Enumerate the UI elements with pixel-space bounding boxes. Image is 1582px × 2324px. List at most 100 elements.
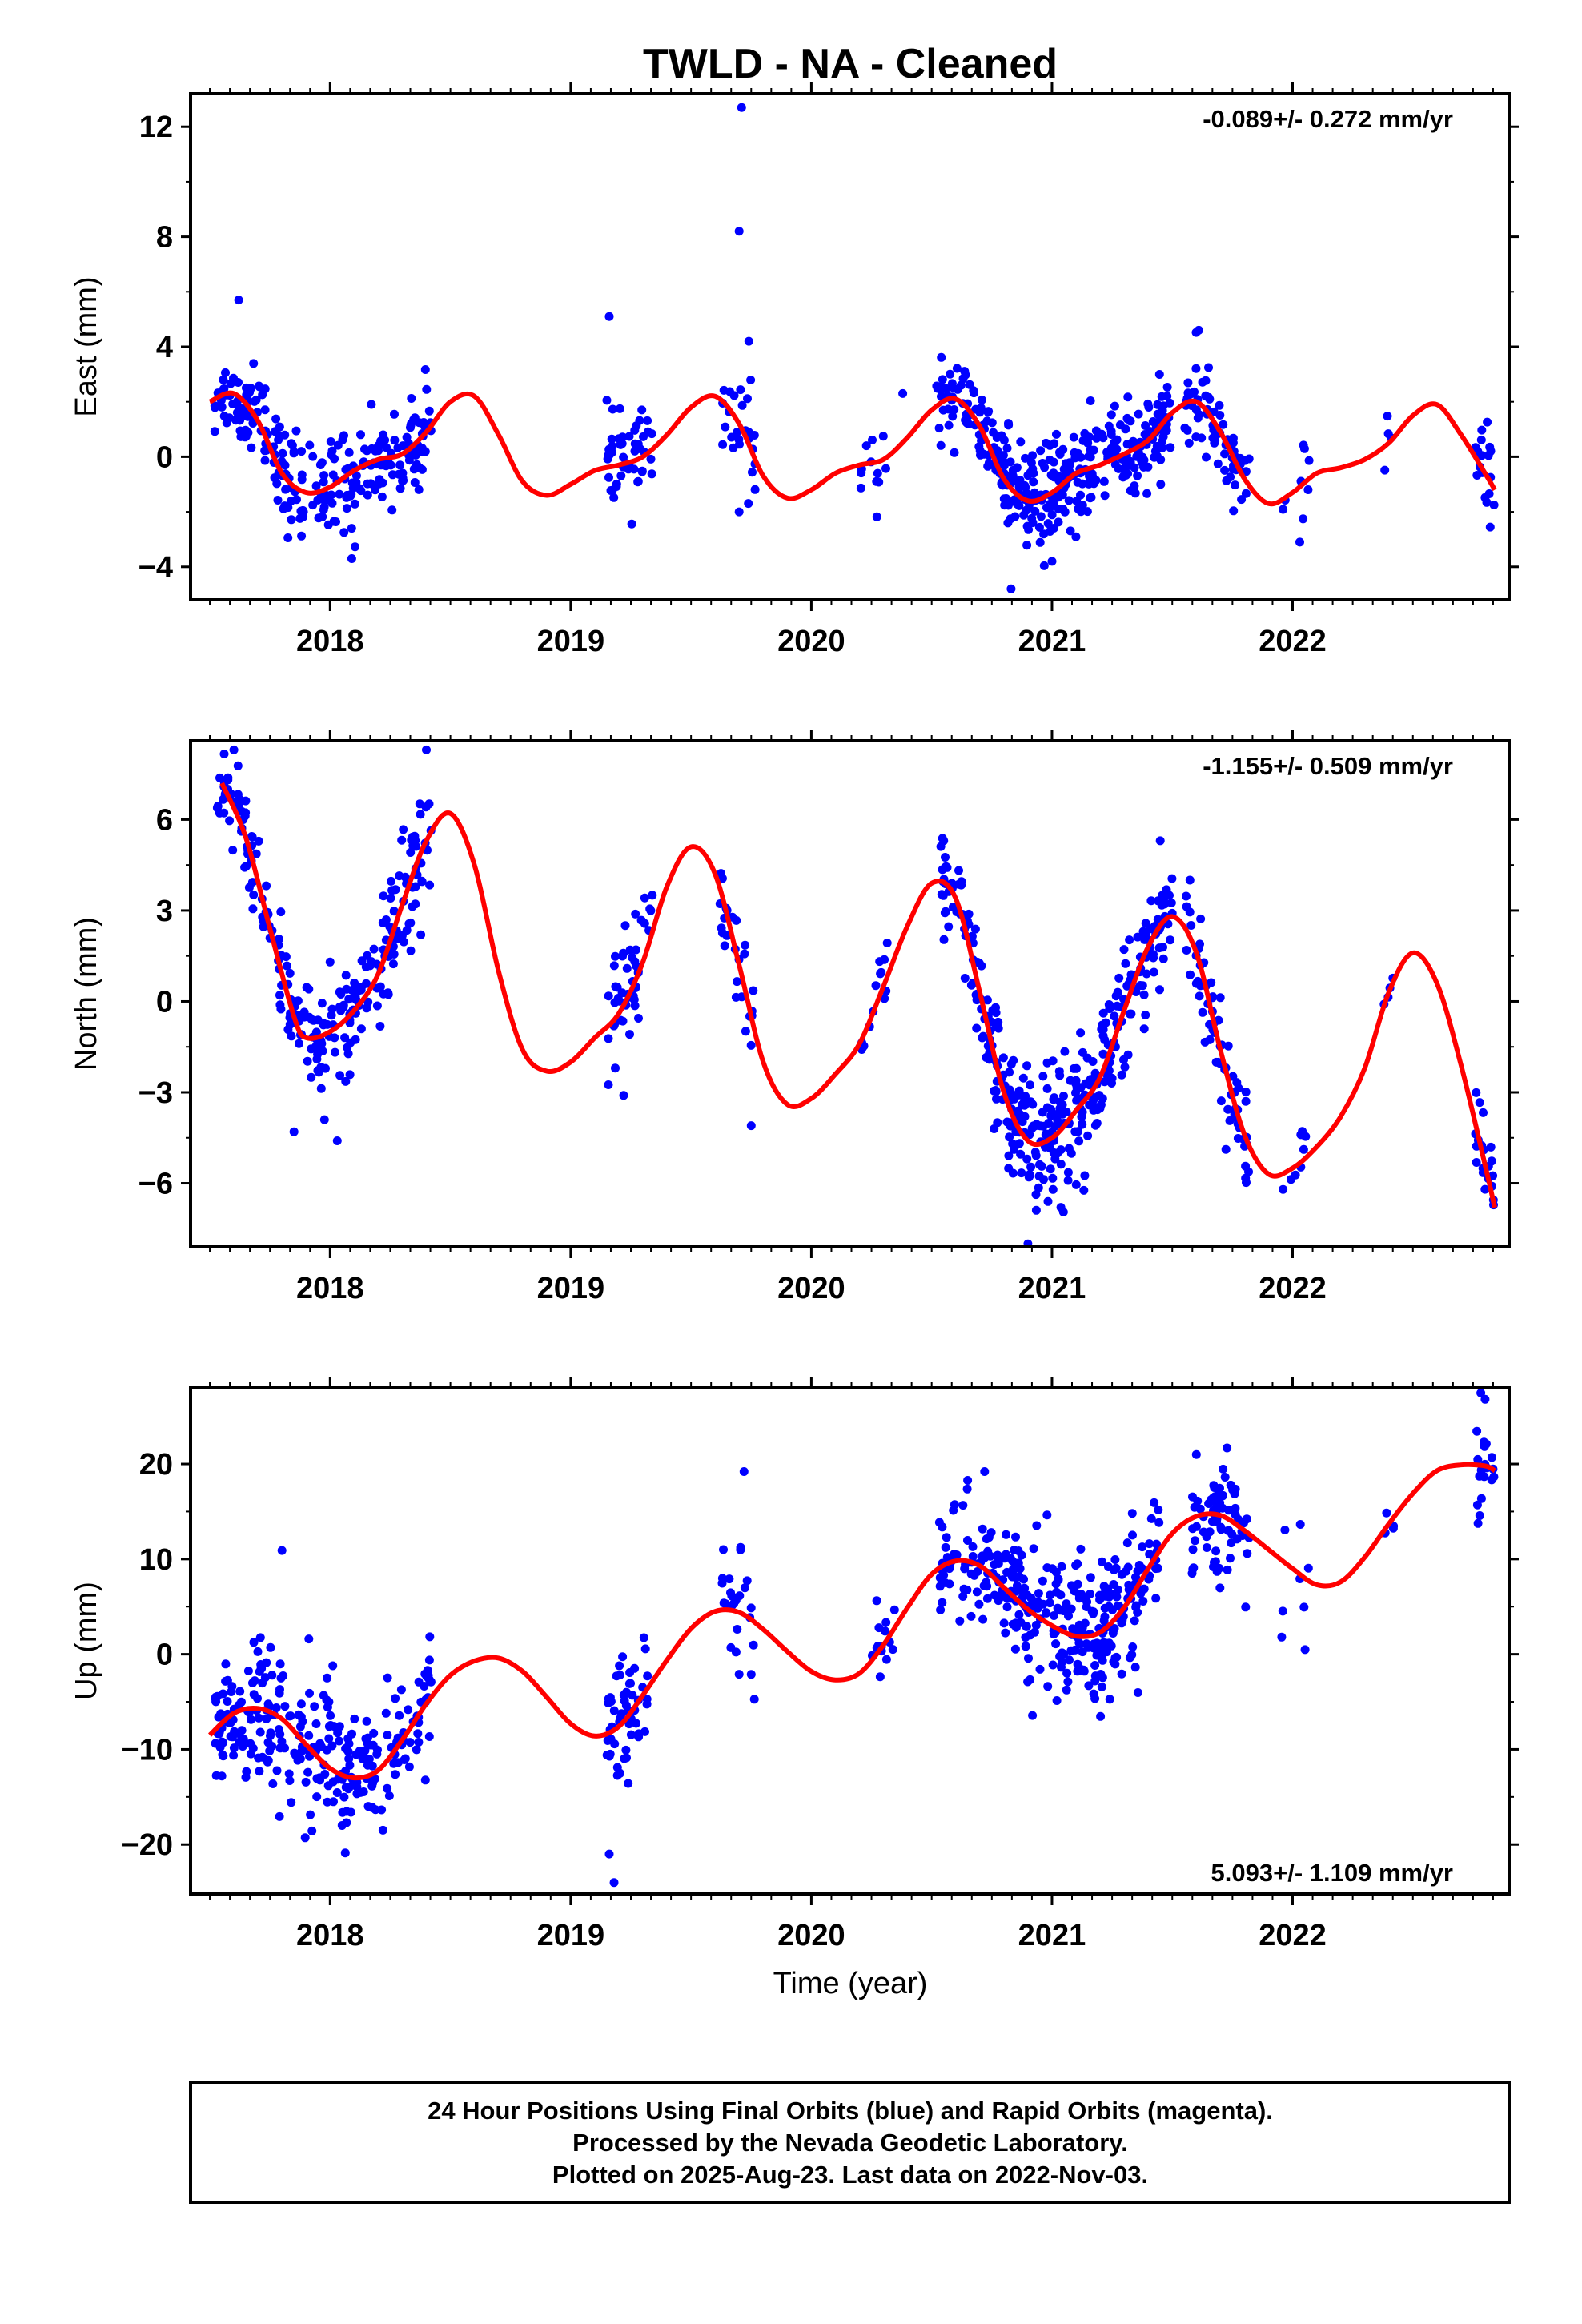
data-point — [1056, 1203, 1066, 1212]
caption-line-2: Processed by the Nevada Geodetic Laborat… — [572, 2129, 1128, 2157]
data-point — [275, 431, 284, 440]
data-point — [330, 454, 339, 464]
data-point — [243, 1667, 253, 1675]
data-point — [229, 373, 238, 383]
data-point — [339, 431, 348, 440]
plot-frame-north — [189, 739, 1511, 1248]
data-point — [246, 1739, 255, 1748]
data-point — [424, 1732, 434, 1741]
data-point — [424, 1655, 434, 1665]
x-tick-label: 2018 — [296, 625, 364, 658]
data-point — [280, 1743, 289, 1753]
data-point — [356, 1024, 366, 1034]
data-point — [420, 1775, 430, 1785]
data-point — [389, 907, 399, 916]
data-point — [977, 395, 986, 404]
data-point — [350, 499, 359, 509]
y-axis-label: Up (mm) — [70, 1582, 103, 1700]
y-tick-label: −10 — [122, 1733, 173, 1767]
data-point — [1042, 1563, 1052, 1573]
y-axis-label: East (mm) — [70, 276, 103, 416]
data-point — [228, 1732, 237, 1742]
data-point — [1134, 409, 1143, 419]
data-point — [1231, 1503, 1240, 1513]
plot-frame-east — [189, 92, 1511, 601]
data-point — [1110, 401, 1119, 411]
data-point — [295, 513, 305, 523]
data-point — [1118, 1615, 1127, 1625]
data-point — [1127, 1650, 1137, 1659]
data-point — [1026, 468, 1035, 477]
data-point — [1145, 1539, 1154, 1549]
data-point — [744, 336, 753, 346]
data-point — [331, 517, 340, 526]
data-point — [961, 370, 970, 380]
data-point — [1028, 451, 1038, 460]
data-point — [618, 1652, 628, 1662]
data-point — [279, 504, 288, 513]
data-point — [1151, 1594, 1161, 1603]
data-point — [898, 388, 908, 398]
data-point — [991, 1003, 1000, 1012]
data-point — [1191, 1449, 1201, 1459]
data-point — [604, 1080, 613, 1089]
data-point — [1073, 1667, 1082, 1676]
data-point — [640, 893, 649, 903]
data-point — [1017, 1168, 1026, 1178]
data-point — [350, 1714, 359, 1723]
data-point — [364, 1755, 374, 1763]
data-point — [1105, 1695, 1114, 1704]
data-point — [241, 796, 251, 806]
data-point — [235, 1687, 245, 1696]
data-point — [276, 907, 286, 917]
data-point — [647, 429, 656, 439]
data-point — [1279, 1184, 1288, 1194]
data-point — [406, 918, 416, 927]
data-point — [333, 1728, 343, 1738]
data-point — [1211, 1546, 1221, 1556]
data-point — [1001, 1628, 1010, 1638]
data-point — [379, 891, 388, 901]
data-point — [1021, 1633, 1030, 1642]
data-point — [247, 1715, 255, 1724]
data-point — [991, 1086, 1001, 1095]
data-point — [262, 881, 271, 891]
data-point — [1004, 419, 1013, 428]
data-point — [718, 440, 728, 449]
data-point — [399, 476, 408, 485]
data-point — [1016, 1149, 1026, 1159]
data-point — [324, 1722, 334, 1731]
data-point — [626, 1730, 636, 1739]
data-point — [1299, 1144, 1308, 1154]
data-point — [1042, 1103, 1052, 1112]
data-point — [420, 1682, 429, 1691]
data-point — [1198, 1007, 1207, 1017]
data-point — [1158, 954, 1168, 963]
data-point — [1049, 1611, 1058, 1620]
y-tick-label: 0 — [156, 440, 173, 474]
data-point — [1383, 412, 1392, 421]
data-point — [1182, 902, 1191, 911]
data-point — [1157, 900, 1166, 910]
data-point — [1242, 1178, 1251, 1188]
data-point — [632, 421, 641, 431]
data-point — [1098, 433, 1108, 443]
data-point — [997, 431, 1006, 440]
data-point — [880, 994, 889, 1003]
data-point — [1476, 1388, 1486, 1397]
data-point — [242, 390, 251, 400]
data-point — [1209, 1562, 1218, 1571]
data-point — [861, 441, 871, 451]
data-point — [1215, 1583, 1225, 1593]
data-point — [367, 400, 376, 409]
data-point — [984, 1533, 994, 1542]
data-point — [1241, 489, 1251, 498]
data-point — [1205, 1035, 1215, 1044]
data-point — [1195, 939, 1204, 949]
data-point — [298, 1717, 307, 1727]
data-point — [746, 1603, 756, 1613]
data-point — [1473, 1518, 1483, 1528]
data-point — [938, 375, 947, 384]
data-point — [397, 835, 407, 845]
data-point — [1026, 1162, 1036, 1172]
